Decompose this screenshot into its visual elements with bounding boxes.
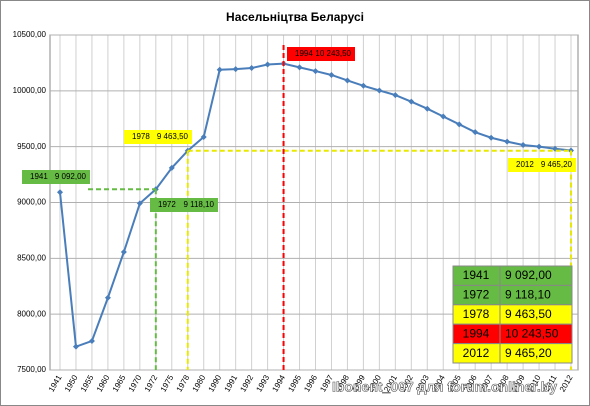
callout-year: 2012: [516, 160, 534, 169]
point: [392, 92, 399, 99]
table-year: 1994: [463, 326, 490, 340]
y-tick-label: 10500,00: [13, 30, 47, 39]
y-tick-label: 10000,00: [13, 86, 47, 95]
callout-box: [150, 198, 218, 212]
point: [520, 141, 527, 148]
point: [232, 66, 239, 73]
point: [536, 143, 543, 150]
point: [57, 189, 63, 196]
callout-box: [287, 47, 355, 61]
callout-box: [124, 130, 192, 144]
point: [408, 98, 415, 105]
point: [168, 164, 175, 171]
watermark: Ibonent_007 для forum.onliner.by: [332, 379, 557, 395]
point: [424, 105, 431, 112]
table-year: 2012: [463, 346, 490, 360]
y-tick-label: 7500,00: [17, 365, 46, 374]
chart-title: Насельніцтва Беларусі: [226, 10, 364, 24]
y-tick-label: 8000,00: [17, 309, 46, 318]
table-year: 1978: [463, 307, 490, 321]
point: [472, 129, 479, 136]
point: [88, 337, 95, 344]
callout-box: [508, 158, 576, 172]
table-year: 1972: [463, 288, 490, 302]
point: [456, 121, 463, 128]
point: [248, 65, 255, 72]
point: [376, 87, 383, 94]
callout-value: 9 465,20: [541, 160, 573, 169]
point: [104, 294, 111, 301]
point: [264, 61, 271, 68]
point: [296, 64, 303, 71]
callout-year: 1941: [30, 172, 48, 181]
table-year: 1941: [463, 268, 490, 282]
y-tick-label: 9500,00: [17, 142, 46, 151]
callout-value: 9 118,10: [183, 200, 214, 209]
y-tick-label: 9000,00: [17, 198, 46, 207]
point: [440, 113, 447, 120]
callout-value: 9 092,00: [55, 172, 87, 181]
table-cell: [499, 343, 573, 364]
point: [328, 71, 335, 78]
callout-value: 10 243,50: [315, 49, 351, 58]
callout-year: 1972: [158, 200, 176, 209]
callout-year: 1978: [132, 132, 150, 141]
callout-year: 1994: [295, 49, 313, 58]
point: [72, 343, 79, 350]
point: [360, 82, 367, 89]
point: [504, 138, 511, 145]
point: [312, 68, 319, 75]
point: [216, 66, 223, 73]
table-value: 9 118,10: [505, 288, 551, 302]
y-tick-label: 8500,00: [17, 253, 46, 262]
table-value: 9 465,20: [505, 346, 552, 360]
point: [120, 248, 127, 255]
callout-value: 9 463,50: [157, 132, 189, 141]
point: [488, 134, 495, 141]
point: [200, 133, 207, 140]
table-value: 9 092,00: [505, 268, 552, 282]
point: [344, 77, 351, 84]
callout-box: [22, 170, 90, 184]
table-value: 10 243,50: [505, 326, 559, 340]
point: [136, 200, 143, 207]
table-value: 9 463,50: [505, 307, 552, 321]
